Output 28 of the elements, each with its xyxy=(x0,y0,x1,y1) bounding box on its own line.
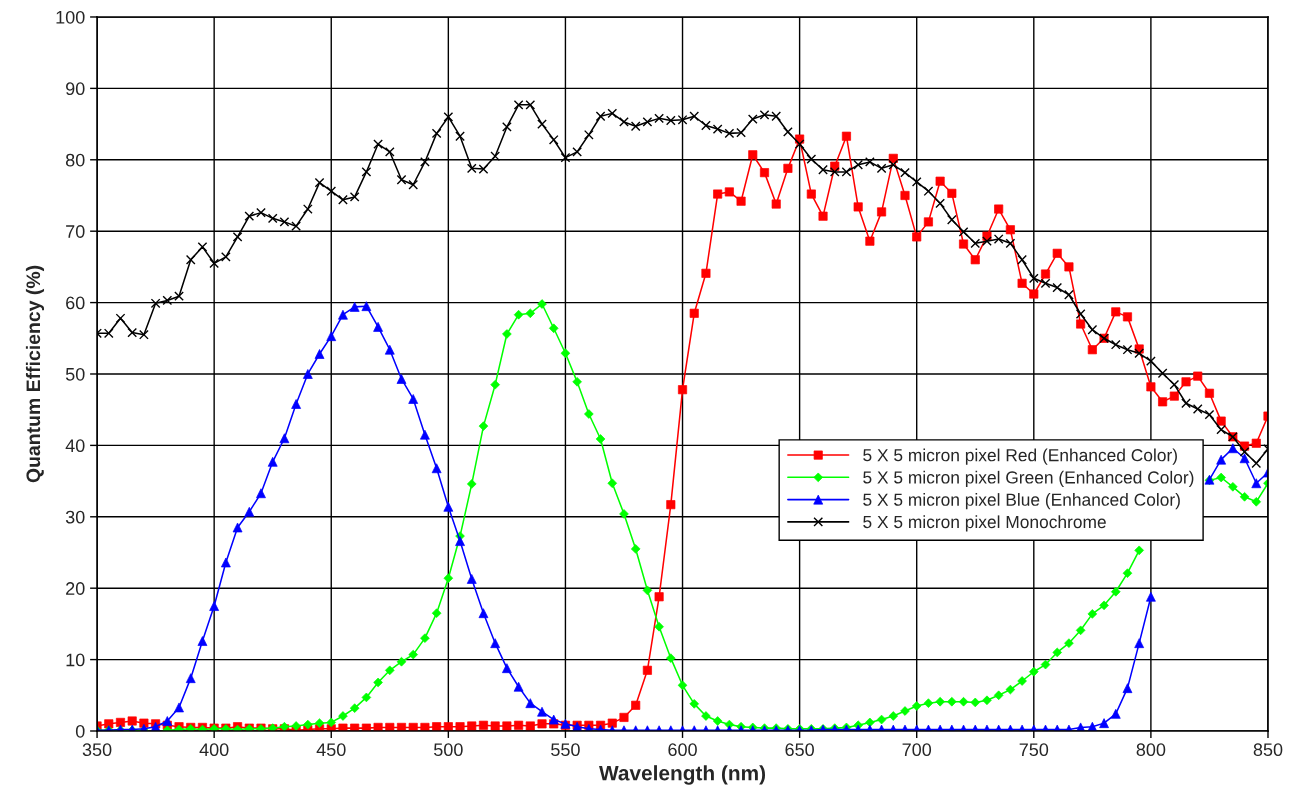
legend-label: 5 X 5 micron pixel Red (Enhanced Color) xyxy=(863,448,1177,465)
y-tick-label: 90 xyxy=(66,82,85,96)
x-tick-label: 850 xyxy=(1253,743,1283,757)
x-tick-label: 350 xyxy=(82,743,112,757)
y-tick-label: 0 xyxy=(75,724,85,738)
x-axis-title: Wavelength (nm) xyxy=(599,765,766,785)
legend-label: 5 X 5 micron pixel Green (Enhanced Color) xyxy=(863,470,1194,488)
x-tick-label: 450 xyxy=(316,743,346,757)
x-tick-label: 650 xyxy=(785,743,814,757)
y-tick-label: 100 xyxy=(56,10,85,24)
y-tick-label: 20 xyxy=(66,582,85,595)
legend-label: 5 X 5 micron pixel Blue (Enhanced Color) xyxy=(863,493,1180,510)
y-tick-label: 70 xyxy=(66,225,85,238)
x-tick-label: 550 xyxy=(551,743,580,757)
y-tick-label: 50 xyxy=(65,367,85,381)
x-tick-label: 800 xyxy=(1136,743,1166,757)
y-tick-label: 80 xyxy=(65,153,85,167)
legend-label: 5 X 5 micron pixel Monochrome xyxy=(863,515,1106,532)
y-tick-label: 10 xyxy=(66,653,85,667)
y-tick-label: 40 xyxy=(65,439,85,453)
x-tick-label: 600 xyxy=(668,743,697,757)
x-tick-label: 500 xyxy=(434,743,463,757)
x-tick-label: 700 xyxy=(902,743,932,757)
x-tick-label: 400 xyxy=(199,743,229,757)
y-axis-title: Quantum Efficiency (%) xyxy=(25,265,45,483)
y-tick-label: 60 xyxy=(66,296,85,310)
x-tick-label: 750 xyxy=(1019,743,1049,757)
y-tick-label: 30 xyxy=(65,510,85,524)
